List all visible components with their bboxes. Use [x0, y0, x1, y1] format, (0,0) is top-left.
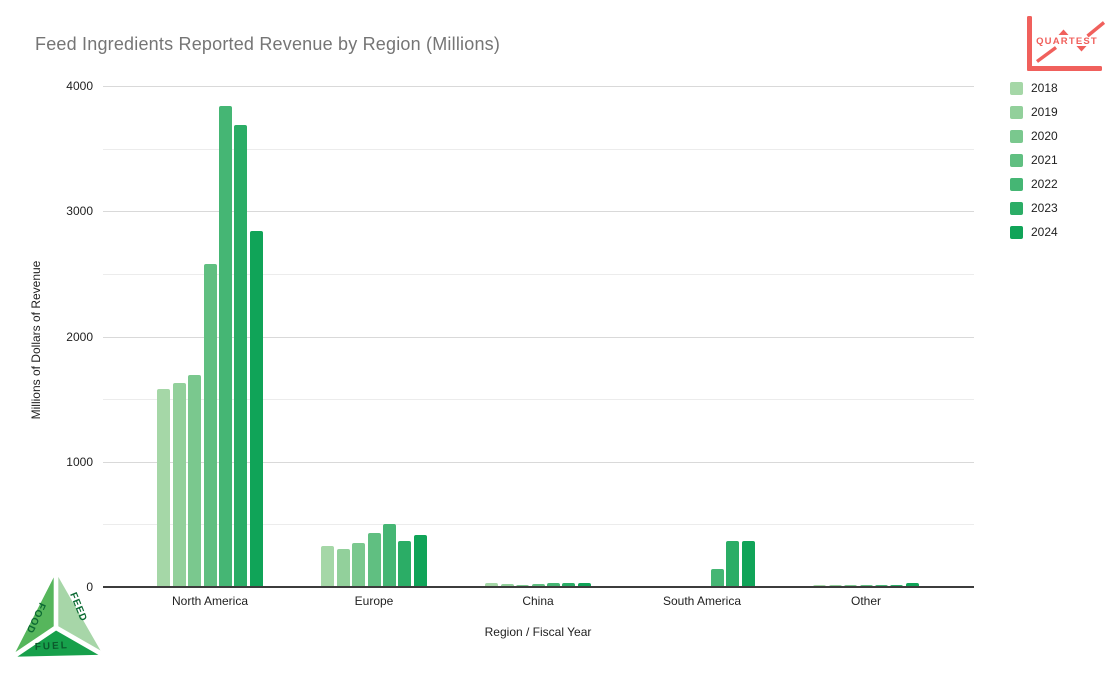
legend-swatch-2021 [1010, 153, 1023, 167]
bar-2023-north-america[interactable] [234, 124, 248, 587]
bar-2018-europe[interactable] [321, 545, 335, 587]
bar-2024-south-america[interactable] [741, 540, 755, 587]
x-axis-title: Region / Fiscal Year [484, 625, 592, 639]
legend-swatch-2023 [1010, 201, 1023, 215]
gridline-500 [103, 524, 974, 526]
triangle-label-fuel: FUEL [35, 640, 70, 653]
y-tick-label-2000: 2000 [66, 329, 93, 344]
triangle-face-food [10, 570, 57, 658]
legend-label-2021: 2021 [1031, 153, 1058, 167]
bar-2022-china[interactable] [546, 582, 560, 587]
legend-label-2023: 2023 [1031, 201, 1058, 215]
legend-item-2024[interactable]: 2024 [1010, 220, 1058, 244]
legend-item-2019[interactable]: 2019 [1010, 100, 1058, 124]
bar-2020-europe[interactable] [352, 542, 366, 587]
bar-2023-europe[interactable] [398, 540, 412, 587]
bar-2019-europe[interactable] [336, 549, 350, 587]
bar-2020-north-america[interactable] [188, 375, 202, 587]
bar-2021-europe[interactable] [367, 533, 381, 587]
bar-2019-north-america[interactable] [172, 382, 186, 587]
x-category-label-other: Other [850, 594, 882, 608]
x-category-label-china: China [522, 594, 554, 608]
y-tick-label-3000: 3000 [66, 204, 93, 219]
legend-item-2018[interactable]: 2018 [1010, 76, 1058, 100]
gridline-2000 [103, 336, 974, 338]
gridline-1500 [103, 399, 974, 401]
chart-title: Feed Ingredients Reported Revenue by Reg… [35, 34, 501, 54]
y-tick-label-1000: 1000 [66, 454, 93, 469]
gridline-3500 [103, 148, 974, 150]
legend-swatch-2024 [1010, 225, 1023, 239]
legend-item-2023[interactable]: 2023 [1010, 196, 1058, 220]
gridline-4000 [103, 86, 974, 87]
quartest-logo-text: QUARTEST [1036, 36, 1098, 47]
bar-2018-china[interactable] [485, 583, 499, 587]
bar-2022-south-america[interactable] [710, 568, 724, 587]
bar-2023-other[interactable] [890, 584, 904, 587]
bar-2024-other[interactable] [905, 583, 919, 587]
bar-2021-china[interactable] [531, 584, 545, 587]
bar-2023-china[interactable] [562, 582, 576, 587]
bar-2021-north-america[interactable] [203, 263, 217, 587]
triangle-face-fuel [11, 627, 105, 660]
bar-2024-china[interactable] [577, 582, 591, 587]
bar-2022-north-america[interactable] [218, 106, 232, 587]
legend-label-2019: 2019 [1031, 105, 1058, 119]
quartest-logo-icon: QUARTEST [1027, 16, 1106, 71]
legend-swatch-2019 [1010, 105, 1023, 119]
y-tick-label-4000: 4000 [66, 79, 93, 93]
legend: 2018 2019 2020 2021 2022 2023 2024 [1010, 76, 1058, 244]
y-tick-label-0: 0 [86, 580, 93, 594]
gridline-1000 [103, 461, 974, 463]
legend-item-2020[interactable]: 2020 [1010, 124, 1058, 148]
x-category-label-europe: Europe [354, 594, 394, 608]
bar-2022-europe[interactable] [382, 524, 396, 587]
bar-2024-north-america[interactable] [249, 231, 263, 587]
x-category-label-south-america: South America [662, 594, 742, 608]
x-category-label-north-america: North America [171, 594, 249, 608]
gridline-3000 [103, 211, 974, 213]
x-axis-line [103, 586, 974, 588]
triangle-face-feed [55, 570, 106, 656]
legend-label-2020: 2020 [1031, 129, 1058, 143]
bar-2023-south-america[interactable] [726, 541, 740, 587]
legend-item-2021[interactable]: 2021 [1010, 148, 1058, 172]
legend-swatch-2018 [1010, 81, 1023, 95]
bar-2019-china[interactable] [500, 584, 514, 587]
food-feed-fuel-logo-icon: FOOD FEED FUEL [10, 570, 106, 660]
gridline-2500 [103, 273, 974, 275]
bar-2018-north-america[interactable] [157, 389, 171, 587]
legend-label-2022: 2022 [1031, 177, 1058, 191]
legend-label-2024: 2024 [1031, 225, 1058, 239]
bar-2024-europe[interactable] [413, 535, 427, 587]
legend-swatch-2020 [1010, 129, 1023, 143]
legend-label-2018: 2018 [1031, 81, 1058, 95]
legend-swatch-2022 [1010, 177, 1023, 191]
legend-item-2022[interactable]: 2022 [1010, 172, 1058, 196]
